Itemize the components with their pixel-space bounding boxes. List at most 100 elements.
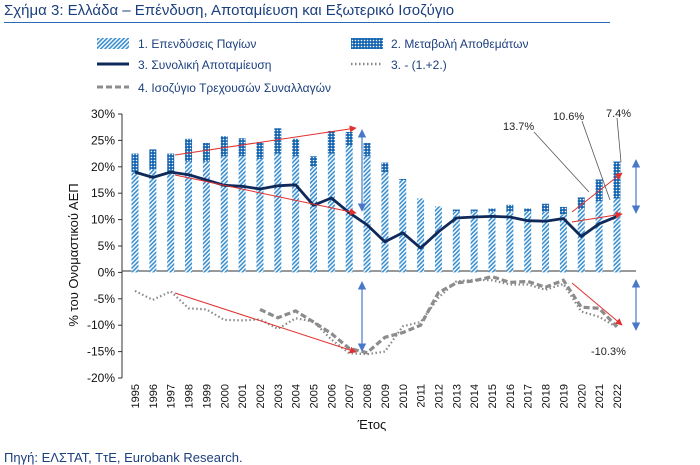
line-savings-minus-investment bbox=[134, 278, 618, 356]
annotation-arrows bbox=[174, 117, 641, 354]
arrow-savings-recent bbox=[571, 211, 623, 223]
x-tick-label: 2017 bbox=[523, 384, 535, 408]
bar-inventory-change bbox=[256, 141, 264, 159]
bar-fixed-investment bbox=[470, 211, 478, 273]
bar-fixed-investment bbox=[167, 172, 175, 273]
x-tick-label: 2000 bbox=[219, 384, 231, 408]
bar-fixed-investment bbox=[434, 206, 442, 273]
bar-inventory-change bbox=[577, 197, 585, 210]
x-tick-label: 2002 bbox=[255, 384, 267, 408]
x-tick-label: 2022 bbox=[612, 384, 624, 408]
y-tick-label: -20% bbox=[87, 371, 115, 385]
bar-inventory-change bbox=[363, 143, 371, 157]
x-tick-label: 2018 bbox=[541, 384, 553, 408]
x-axis: 1995 1996 1997 1998 1999 2000 2001 2002 2003 2004… bbox=[130, 384, 624, 408]
bar-fixed-investment bbox=[274, 153, 282, 273]
y-axis-title: % του Ονομαστικού ΑΕΠ bbox=[66, 183, 81, 326]
bar-inventory-change bbox=[292, 138, 300, 157]
y-tick-label: 25% bbox=[91, 133, 115, 147]
bars bbox=[131, 128, 621, 273]
arrow-investment-recent bbox=[571, 172, 623, 213]
source-note: Πηγή: ΕΛΣΤΑΤ, ΤτΕ, Eurobank Research. bbox=[4, 450, 243, 465]
bar-fixed-investment bbox=[542, 211, 550, 273]
bar-inventory-change bbox=[452, 209, 460, 212]
x-tick-label: 2009 bbox=[380, 384, 392, 408]
annotation-label-106: 10.6% bbox=[553, 111, 584, 123]
bar-inventory-change bbox=[202, 143, 210, 162]
bar-inventory-change bbox=[167, 153, 175, 173]
arrow-savings-fall bbox=[174, 174, 357, 216]
y-tick-label: -15% bbox=[87, 345, 115, 359]
bar-inventory-change bbox=[327, 130, 335, 154]
x-tick-label: 1996 bbox=[148, 384, 160, 408]
y-tick-label: 20% bbox=[91, 160, 115, 174]
arrow-current-account-recent bbox=[571, 282, 623, 326]
x-tick-label: 2008 bbox=[362, 384, 374, 408]
bar-fixed-investment bbox=[256, 158, 264, 273]
bar-fixed-investment bbox=[131, 172, 139, 273]
arrow-investment-rise bbox=[174, 125, 357, 156]
legend-label-total-savings: 3. Συνολική Αποταμίευση bbox=[138, 58, 271, 72]
x-axis-title: Έτος bbox=[357, 417, 387, 432]
callout-line-106 bbox=[581, 120, 611, 201]
legend-label-current-account: 4. Ισοζύγιο Τρεχουσών Συναλλαγών bbox=[138, 81, 331, 95]
bar-fixed-investment bbox=[363, 156, 371, 273]
legend-label-inventory-change: 2. Μεταβολή Αποθεμάτων bbox=[391, 37, 529, 51]
x-tick-label: 2014 bbox=[469, 384, 481, 408]
bar-inventory-change bbox=[613, 161, 621, 199]
bar-inventory-change bbox=[274, 128, 282, 154]
legend-swatch-inventory-change bbox=[351, 38, 383, 49]
callout-line-74 bbox=[616, 117, 622, 163]
x-tick-label: 1997 bbox=[166, 384, 178, 408]
x-tick-label: 2005 bbox=[309, 384, 321, 408]
x-tick-label: 2004 bbox=[291, 384, 303, 408]
legend: 1. Επενδύσεις Παγίων 2. Μεταβολή Αποθεμά… bbox=[97, 37, 529, 95]
bar-inventory-change bbox=[381, 162, 389, 173]
bar-fixed-investment bbox=[310, 166, 317, 273]
bar-fixed-investment bbox=[595, 201, 603, 273]
y-tick-label: -5% bbox=[94, 292, 116, 306]
x-tick-label: 2010 bbox=[398, 384, 410, 408]
bar-inventory-change bbox=[506, 204, 514, 212]
x-tick-label: 2001 bbox=[237, 384, 249, 408]
figure-title: Σχήμα 3: Ελλάδα – Επένδυση, Αποταμίευση … bbox=[4, 2, 455, 19]
annotation-label-neg103: -10.3% bbox=[591, 346, 626, 358]
bar-inventory-change bbox=[488, 208, 496, 212]
x-tick-label: 2016 bbox=[505, 384, 517, 408]
x-tick-label: 1998 bbox=[184, 384, 196, 408]
bar-inventory-change bbox=[310, 156, 317, 167]
x-tick-label: 2007 bbox=[344, 384, 356, 408]
bar-fixed-investment bbox=[452, 211, 460, 273]
x-tick-label: 2019 bbox=[558, 384, 570, 408]
bar-fixed-investment bbox=[238, 156, 246, 273]
bar-fixed-investment bbox=[613, 198, 621, 273]
bar-fixed-investment bbox=[417, 198, 425, 273]
x-tick-label: 2006 bbox=[326, 384, 338, 408]
y-tick-label: -10% bbox=[87, 318, 115, 332]
x-tick-label: 2013 bbox=[451, 384, 463, 408]
bar-fixed-investment bbox=[381, 172, 389, 273]
bar-inventory-change bbox=[220, 136, 228, 157]
bar-fixed-investment bbox=[185, 161, 193, 273]
title-underline bbox=[4, 22, 610, 23]
x-tick-label: 1999 bbox=[201, 384, 213, 408]
x-tick-label: 2003 bbox=[273, 384, 285, 408]
bar-inventory-change bbox=[524, 208, 532, 212]
bar-fixed-investment bbox=[559, 214, 567, 273]
x-tick-label: 2015 bbox=[487, 384, 499, 408]
x-tick-label: 2011 bbox=[416, 384, 428, 408]
bar-fixed-investment bbox=[524, 211, 532, 273]
bar-fixed-investment bbox=[220, 156, 228, 273]
y-tick-label: 0% bbox=[98, 265, 116, 279]
legend-label-fixed-investment: 1. Επενδύσεις Παγίων bbox=[138, 37, 256, 51]
bar-inventory-change bbox=[185, 138, 193, 162]
bar-fixed-investment bbox=[327, 153, 335, 273]
y-tick-label: 15% bbox=[91, 186, 115, 200]
lines bbox=[134, 170, 619, 356]
bar-inventory-change bbox=[399, 178, 407, 180]
bar-inventory-change bbox=[149, 149, 157, 170]
x-tick-label: 2020 bbox=[576, 384, 588, 408]
bar-fixed-investment bbox=[202, 161, 210, 273]
bar-inventory-change bbox=[470, 209, 478, 212]
